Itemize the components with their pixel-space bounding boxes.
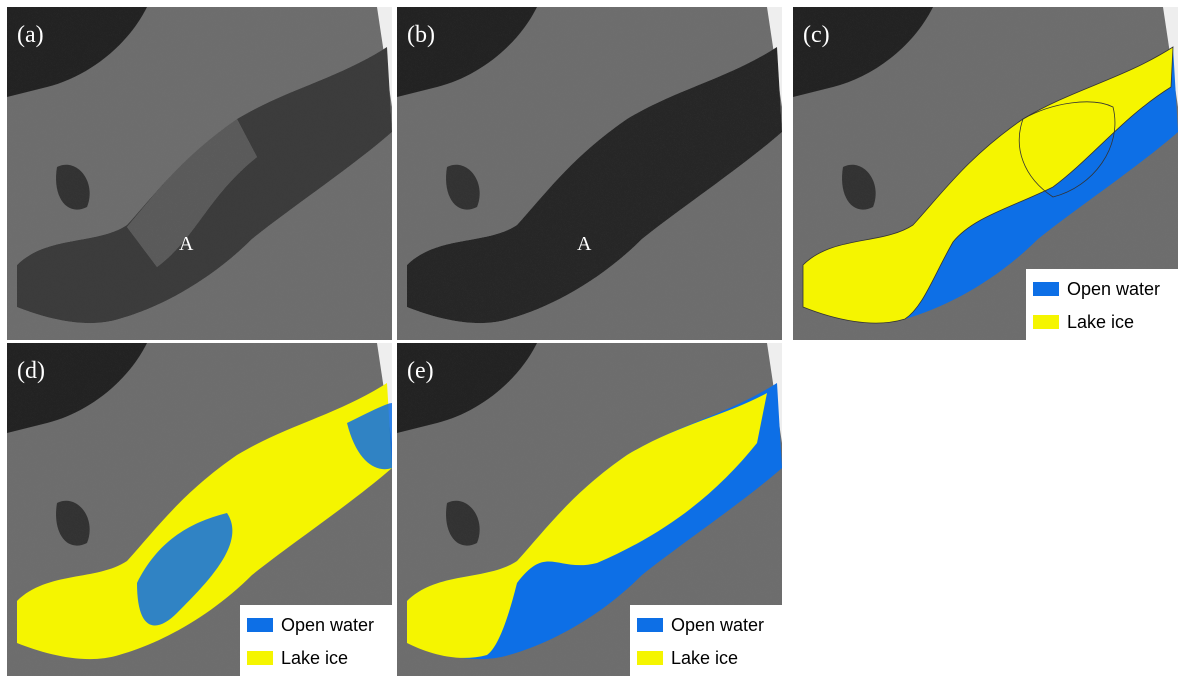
panel-label: (c) bbox=[803, 22, 830, 48]
legend-label: Lake ice bbox=[1067, 312, 1134, 332]
panel-label: (b) bbox=[407, 22, 435, 48]
panel-e: (e) Open water Lake ice bbox=[397, 343, 782, 676]
legend-label: Open water bbox=[671, 615, 764, 635]
annotation: A bbox=[179, 233, 194, 255]
legend-label: Open water bbox=[1067, 279, 1160, 299]
panel-label: (e) bbox=[407, 358, 434, 384]
legend: Open water Lake ice bbox=[1026, 269, 1178, 340]
panel-d: (d) Open water Lake ice bbox=[7, 343, 392, 676]
panel-b: (b) A bbox=[397, 7, 782, 340]
legend-label: Lake ice bbox=[671, 648, 738, 668]
legend: Open water Lake ice bbox=[240, 605, 392, 676]
panel-label: (a) bbox=[17, 22, 44, 48]
panel-c: (c) Open water Lake ice bbox=[793, 7, 1178, 340]
legend-label: Lake ice bbox=[281, 648, 348, 668]
figure: (a) A (b) A (c) Open water Lake ice (d) bbox=[0, 0, 1184, 677]
legend-label: Open water bbox=[281, 615, 374, 635]
legend: Open water Lake ice bbox=[630, 605, 782, 676]
annotation: A bbox=[577, 233, 592, 255]
panel-label: (d) bbox=[17, 358, 45, 384]
panel-a: (a) A bbox=[7, 7, 392, 340]
